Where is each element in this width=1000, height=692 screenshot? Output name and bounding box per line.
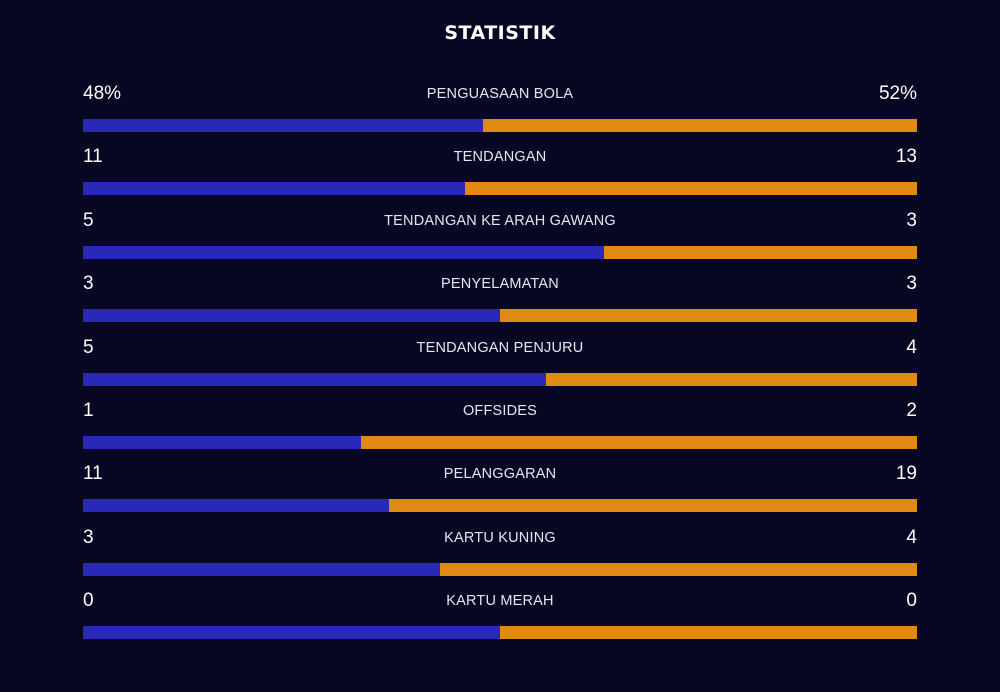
stat-comparison-bar: [83, 309, 917, 323]
home-bar-segment: [83, 435, 361, 449]
away-value: 3: [906, 209, 917, 231]
away-value: 3: [906, 273, 917, 295]
stat-label: OFFSIDES: [462, 402, 538, 419]
stat-comparison-bar: [83, 182, 917, 196]
away-bar-segment: [388, 499, 917, 513]
home-value: 1: [83, 399, 94, 421]
stat-row: 11 TENDANGAN 13: [83, 143, 917, 206]
home-value: 11: [83, 146, 103, 168]
stat-header: 3 KARTU KUNING 4: [83, 524, 917, 552]
home-value: 5: [83, 209, 94, 231]
home-value: 0: [83, 590, 94, 612]
stat-label: KARTU KUNING: [444, 529, 556, 546]
away-value: 19: [895, 463, 917, 485]
stats-title: STATISTIK: [444, 22, 556, 44]
stat-row: 11 PELANGGARAN 19: [83, 460, 917, 523]
home-value: 3: [83, 273, 94, 295]
stat-header: 3 PENYELAMATAN 3: [83, 270, 917, 298]
away-value: 0: [906, 590, 917, 612]
stat-row: 5 TENDANGAN PENJURU 4: [83, 334, 917, 397]
home-bar-segment: [83, 499, 389, 513]
stat-comparison-bar: [83, 372, 917, 386]
stat-header: 0 KARTU MERAH 0: [83, 587, 917, 615]
stat-label: TENDANGAN KE ARAH GAWANG: [384, 212, 616, 229]
stat-row: 3 PENYELAMATAN 3: [83, 270, 917, 333]
stat-label: PELANGGARAN: [443, 466, 557, 483]
stat-label: PENGUASAAN BOLA: [426, 86, 574, 102]
stat-comparison-bar: [83, 499, 917, 513]
stat-row: 0 KARTU MERAH 0: [83, 587, 917, 650]
home-bar-segment: [83, 626, 500, 640]
home-value: 3: [83, 526, 94, 548]
stat-comparison-bar: [83, 562, 917, 576]
away-value: 2: [906, 399, 917, 421]
stat-label: TENDANGAN PENJURU: [416, 339, 584, 356]
home-value: 5: [83, 336, 94, 358]
away-bar-segment: [500, 309, 917, 323]
home-bar-segment: [83, 182, 466, 196]
stat-header: 5 TENDANGAN KE ARAH GAWANG 3: [83, 207, 917, 235]
stat-row: 3 KARTU KUNING 4: [83, 524, 917, 587]
stat-header: 48% PENGUASAAN BOLA 52%: [83, 80, 917, 108]
stat-label: TENDANGAN: [453, 149, 547, 166]
away-bar-segment: [360, 435, 917, 449]
away-bar-segment: [546, 372, 917, 386]
stat-header: 1 OFFSIDES 2: [83, 397, 917, 425]
stat-row: 1 OFFSIDES 2: [83, 397, 917, 460]
home-value: 48%: [83, 83, 122, 104]
home-bar-segment: [83, 562, 441, 576]
stat-label: KARTU MERAH: [446, 593, 554, 610]
stats-list: 48% PENGUASAAN BOLA 52% 11 TENDANGAN 13 5 TENDA…: [83, 80, 917, 651]
away-bar-segment: [604, 245, 917, 259]
stat-row: 5 TENDANGAN KE ARAH GAWANG 3: [83, 207, 917, 270]
stat-comparison-bar: [83, 435, 917, 449]
stat-label: PENYELAMATAN: [441, 276, 559, 293]
stat-header: 5 TENDANGAN PENJURU 4: [83, 334, 917, 362]
stat-comparison-bar: [83, 245, 917, 259]
home-bar-segment: [83, 119, 484, 132]
away-bar-segment: [440, 562, 917, 576]
away-value: 52%: [878, 83, 917, 104]
stat-comparison-bar: [83, 119, 917, 132]
home-bar-segment: [83, 309, 500, 323]
stat-row: 48% PENGUASAAN BOLA 52%: [83, 80, 917, 143]
away-value: 4: [906, 526, 917, 548]
stat-header: 11 PELANGGARAN 19: [83, 460, 917, 488]
away-bar-segment: [500, 626, 917, 640]
stat-header: 11 TENDANGAN 13: [83, 143, 917, 171]
home-value: 11: [83, 463, 103, 485]
away-value: 4: [906, 336, 917, 358]
away-bar-segment: [483, 119, 917, 132]
home-bar-segment: [83, 245, 605, 259]
home-bar-segment: [83, 372, 547, 386]
away-bar-segment: [465, 182, 917, 196]
stat-comparison-bar: [83, 626, 917, 640]
away-value: 13: [895, 146, 917, 168]
